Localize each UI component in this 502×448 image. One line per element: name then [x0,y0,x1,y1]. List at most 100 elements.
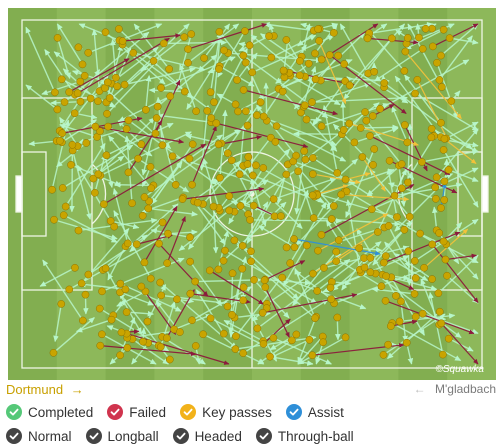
legend-normal[interactable]: Normal [6,428,72,444]
pass-origin-dot [185,154,194,163]
pass-origin-dot [120,80,129,89]
pass-origin-dot [309,214,318,222]
legend-longball[interactable]: Longball [85,428,159,444]
pass-origin-dot [216,173,224,182]
pass-origin-dot [206,314,215,323]
pass-arrow [202,160,241,205]
arrow-left-icon: ← [413,382,426,396]
pass-arrow [182,186,265,200]
pass-origin-dot [413,75,422,84]
legend-completed[interactable]: Completed [6,404,93,420]
pass-origin-dot [163,259,172,268]
pass-arrow [321,183,415,236]
pass-origin-dot [166,92,175,101]
legend-headed[interactable]: Headed [172,428,242,444]
pass-origin-dot [427,133,436,142]
pass-arrow [235,335,317,350]
pass-arrow [273,177,337,200]
pass-origin-dot [317,230,326,239]
pass-origin-dot [151,129,160,138]
legend-through-ball[interactable]: Through-ball [255,428,354,444]
pass-arrow [102,203,179,271]
pass-origin-dot [165,355,174,364]
pass-origin-dot [94,97,102,105]
pass-arrow [374,48,424,82]
pass-origin-dot [366,254,375,262]
pass-arrow [423,228,469,269]
pass-arrow [407,23,443,88]
pass-origin-dot [105,94,114,102]
pass-arrow [110,38,117,78]
pass-arrow [314,168,395,198]
pass-origin-dot [334,236,343,245]
pass-origin-dot [437,83,446,91]
pass-arrow [223,319,264,342]
pass-origin-dot [77,279,86,288]
legend-longball-label: Longball [107,428,159,444]
pass-origin-dot [70,109,79,118]
pass-origin-dot [187,30,196,38]
pass-arrow [231,159,303,229]
pass-arrow [316,158,358,196]
pass-arrow [240,137,272,177]
pass-origin-dot [393,213,401,221]
check-icon [285,404,302,420]
pass-origin-dot [58,129,67,138]
pass-arrow [233,239,299,300]
pass-origin-dot [360,263,369,272]
pass-origin-dot [292,330,301,339]
pass-origin-dot [445,34,454,42]
pass-arrow [44,48,76,96]
pass-origin-dot [231,100,240,109]
pass-origin-dot [228,269,237,278]
pass-arrow [97,155,125,175]
pass-origin-dot [223,149,232,158]
pass-arrow [391,105,408,143]
pass-origin-dot [138,211,147,220]
pass-arrow [449,37,479,45]
pass-arrow [103,143,207,205]
pass-origin-dot [362,116,371,125]
pass-arrow [116,290,146,307]
pass-origin-dot [395,317,404,326]
pass-arrow [100,345,197,357]
pass-arrow [421,149,479,163]
pass-origin-dot [76,77,85,86]
pass-arrow [345,172,371,181]
pass-origin-dot [259,112,268,121]
pass-origin-dot [384,222,393,230]
pass-origin-dot [278,87,287,96]
pass-arrow [122,33,181,42]
pass-origin-dot [271,138,280,146]
pass-origin-dot [433,58,441,67]
pass-origin-dot [158,218,167,227]
pass-origin-dot [388,34,396,43]
pass-origin-dot [103,109,111,118]
pass-arrow [297,171,316,224]
pass-arrow [265,278,312,286]
pass-arrow [360,124,399,131]
pass-origin-dot [234,107,242,116]
pass-origin-dot [369,112,377,120]
pass-origin-dot [308,170,317,178]
away-team: ← M'gladbach [414,382,496,396]
pass-origin-dot [295,57,304,65]
pass-origin-dot [118,37,127,45]
legend-normal-label: Normal [28,428,72,444]
pass-origin-dot [239,51,248,60]
legend-key-passes[interactable]: Key passes [180,404,272,420]
pass-origin-dot [214,265,223,274]
pass-origin-dot [239,86,248,94]
pass-arrow [383,231,461,264]
pass-origin-dot [156,278,164,287]
legend-failed[interactable]: Failed [107,404,166,420]
pass-origin-dot [415,33,423,42]
pass-origin-dot [311,75,320,84]
home-team: Dortmund → [6,382,84,397]
legend-assist[interactable]: Assist [285,404,344,420]
legend-completed-label: Completed [28,404,94,420]
pass-origin-dot [282,170,291,179]
pass-origin-dot [68,140,77,149]
pass-origin-dot [101,28,110,37]
pass-origin-dot [345,119,354,128]
